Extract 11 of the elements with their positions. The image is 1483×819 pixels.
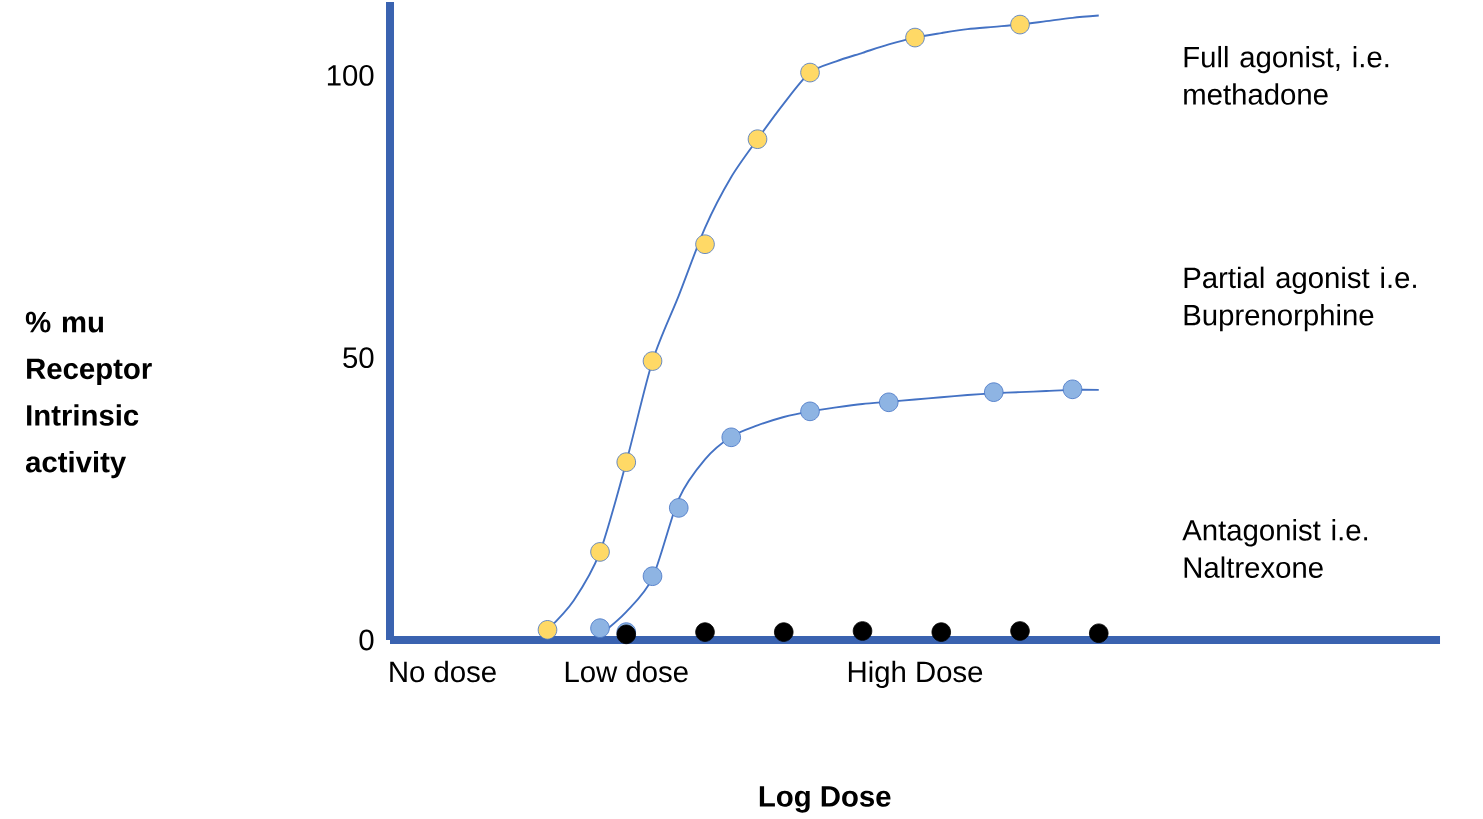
text: % mu Receptor Intrinsic activity — [25, 311, 152, 479]
x-tick-label: No dose — [390, 660, 496, 683]
x-tick-label: Low dose — [565, 660, 688, 683]
x-axis-title: Log Dose — [759, 786, 891, 813]
y-tick-label: 0 — [359, 629, 374, 651]
text: Antagonist i.e. Naltrexone — [1182, 519, 1368, 578]
y-tick-label: 50 — [343, 347, 374, 369]
text: Partial agonist i.e. Buprenorphine — [1184, 266, 1416, 332]
y-tick-label: 100 — [327, 65, 374, 86]
x-tick-label: High Dose — [848, 660, 983, 689]
text: Full agonist, i.e. methadone — [1184, 45, 1389, 105]
